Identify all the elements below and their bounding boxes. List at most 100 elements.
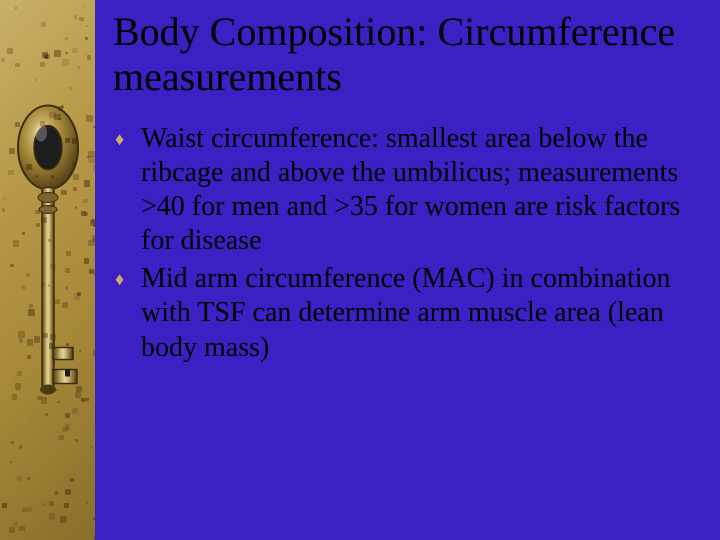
texture-speck [77, 66, 80, 69]
texture-speck [36, 223, 40, 227]
bullet-item: Waist circumference: smallest area below… [113, 122, 696, 259]
texture-speck [62, 427, 67, 432]
texture-speck [86, 25, 88, 27]
texture-speck [45, 413, 48, 416]
texture-speck [64, 503, 69, 508]
texture-speck [54, 50, 60, 56]
texture-speck [18, 331, 25, 338]
texture-speck [72, 162, 76, 166]
texture-speck [55, 299, 60, 304]
texture-speck [26, 507, 32, 513]
texture-speck [65, 413, 70, 418]
texture-speck [85, 37, 88, 40]
texture-speck [35, 79, 37, 81]
texture-speck [40, 62, 45, 67]
texture-speck [50, 334, 56, 340]
texture-speck [17, 371, 22, 376]
texture-speck [81, 398, 85, 402]
texture-speck [58, 118, 60, 120]
texture-speck [19, 338, 23, 342]
slide-title: Body Composition: Circumference measurem… [113, 10, 696, 100]
texture-speck [73, 174, 79, 180]
texture-speck [49, 343, 55, 349]
texture-speck [55, 491, 59, 495]
bullet-list: Waist circumference: smallest area below… [113, 122, 696, 365]
texture-speck [10, 264, 13, 267]
texture-speck [83, 199, 88, 204]
sidebar-decorative [0, 0, 95, 540]
texture-speck [72, 48, 78, 54]
texture-speck [15, 383, 21, 389]
texture-speck [88, 240, 94, 246]
texture-speck [19, 526, 25, 532]
texture-speck [84, 180, 91, 187]
texture-speck [50, 204, 53, 207]
texture-speck [93, 517, 95, 520]
texture-speck [37, 396, 41, 400]
texture-speck [35, 175, 38, 178]
slide-content: Body Composition: Circumference measurem… [95, 0, 720, 540]
texture-speck [84, 6, 86, 8]
bullet-item: Mid arm circumference (MAC) in combinati… [113, 262, 696, 364]
texture-speck [27, 477, 30, 480]
texture-speck [41, 283, 45, 287]
texture-speck [62, 59, 69, 66]
texture-speck [90, 446, 93, 449]
texture-speck [40, 121, 45, 126]
texture-speck [49, 501, 55, 507]
texture-speck [75, 206, 78, 209]
texture-speck [93, 350, 95, 357]
texture-speck [94, 270, 95, 276]
texture-speck [34, 336, 41, 343]
texture-speck [7, 48, 13, 54]
texture-speck [2, 208, 6, 212]
texture-speck [22, 508, 26, 512]
texture-speck [57, 401, 60, 404]
texture-speck [13, 240, 19, 246]
texture-speck [15, 63, 20, 68]
texture-speck [43, 333, 48, 338]
slide: Body Composition: Circumference measurem… [0, 0, 720, 540]
texture-speck [27, 355, 31, 359]
texture-speck [49, 112, 55, 118]
texture-speck [86, 115, 92, 121]
texture-speck [17, 476, 22, 481]
texture-speck [70, 478, 74, 482]
texture-speck [50, 264, 55, 269]
texture-speck [3, 197, 6, 200]
texture-speck [66, 343, 69, 346]
texture-speck [65, 138, 70, 143]
texture-speck [27, 339, 33, 345]
texture-speck [89, 269, 94, 274]
texture-speck [93, 164, 95, 171]
texture-speck [77, 292, 81, 296]
texture-speck [86, 398, 89, 401]
texture-speck [72, 138, 78, 144]
texture-speck [48, 284, 50, 286]
texture-speck [90, 220, 95, 226]
texture-speck [65, 268, 70, 273]
texture-speck [86, 501, 89, 504]
texture-speck [28, 309, 35, 316]
texture-speck [21, 285, 26, 290]
texture-speck [84, 258, 90, 264]
texture-speck [88, 156, 95, 163]
texture-speck [9, 148, 15, 154]
texture-speck [9, 527, 16, 534]
texture-speck [88, 151, 94, 157]
texture-speck [49, 513, 56, 520]
texture-speck [51, 175, 54, 178]
texture-speck [61, 190, 67, 196]
texture-speck [75, 392, 81, 398]
texture-speck [2, 503, 7, 508]
texture-speck [19, 445, 23, 449]
texture-speck [81, 211, 86, 216]
texture-speck [79, 17, 83, 21]
texture-speck [87, 55, 92, 60]
texture-speck [14, 522, 18, 526]
texture-speck [65, 37, 68, 40]
texture-speck [48, 239, 51, 242]
texture-speck [12, 394, 17, 399]
texture-speck [93, 126, 95, 129]
texture-speck [73, 187, 77, 191]
